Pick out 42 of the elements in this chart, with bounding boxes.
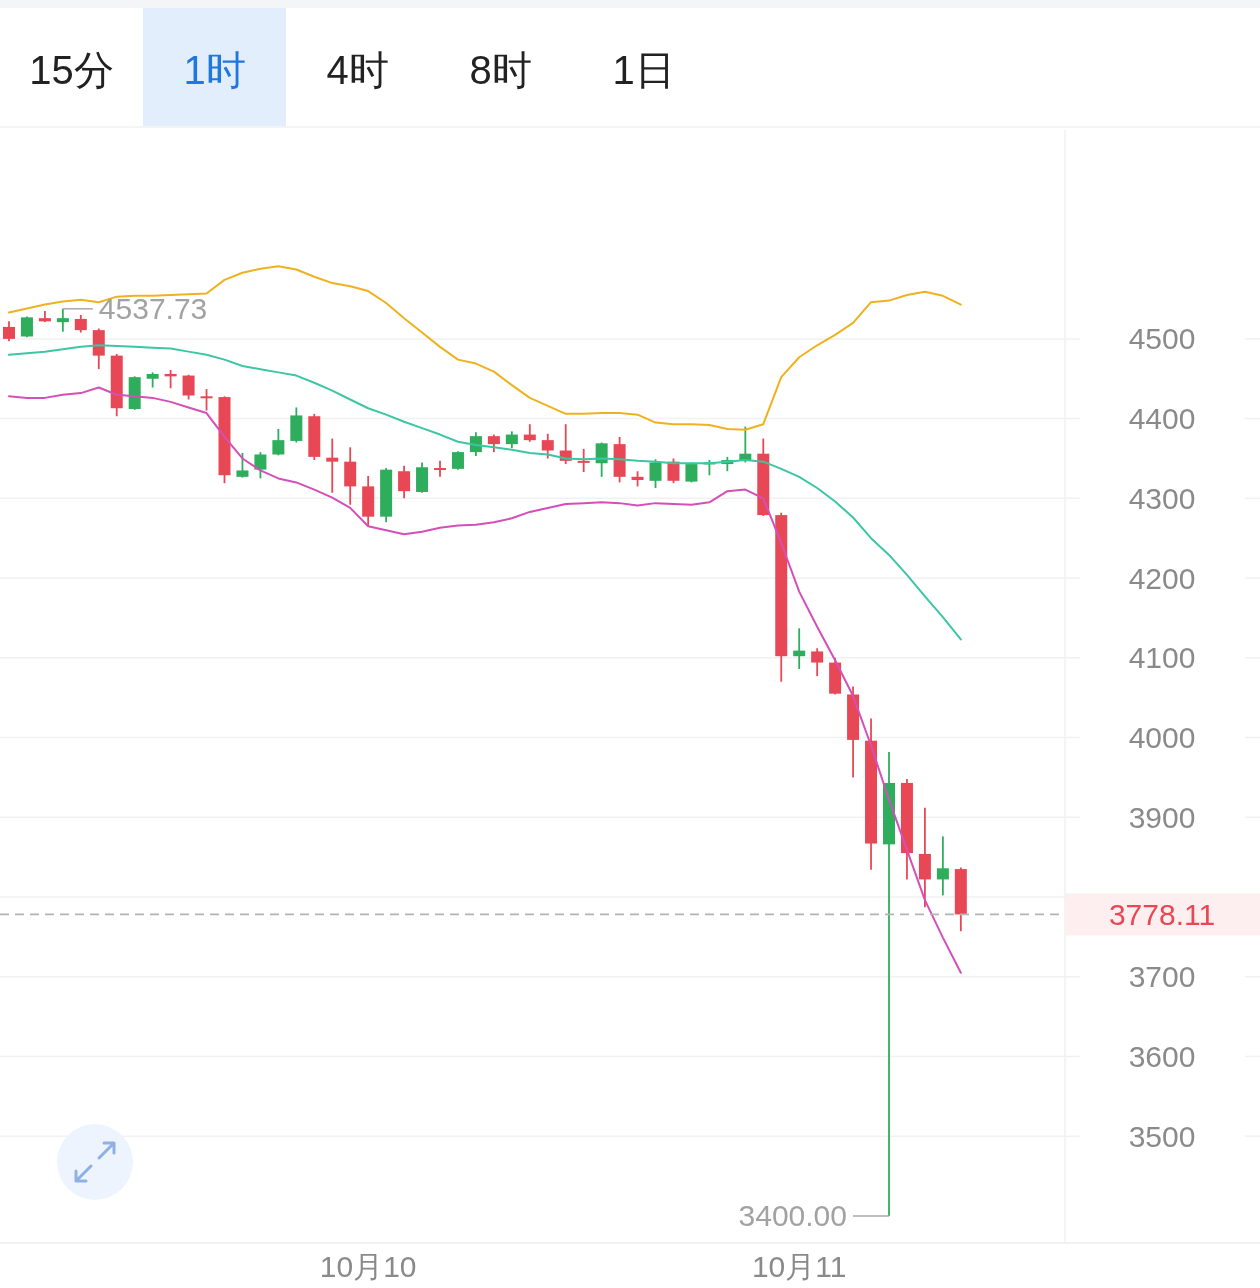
x-tick-label: 10月10 (319, 1249, 417, 1283)
candlestick (434, 459, 447, 478)
text: 15分 (29, 48, 114, 92)
candlestick (236, 452, 249, 479)
x-tick-label: 10月11 (751, 1249, 847, 1283)
y-tick-label: 3900 (1128, 800, 1196, 834)
candlestick (272, 428, 285, 457)
selected-tab: 1时 (143, 8, 286, 126)
candlestick (541, 432, 554, 460)
y-tick-label: 4500 (1128, 322, 1196, 356)
y-tick-label: 4300 (1128, 481, 1196, 515)
candlestick (398, 464, 411, 500)
y-tick-label: 4400 (1128, 402, 1196, 436)
candlestick (56, 307, 69, 333)
y-tick-label: 3700 (1128, 960, 1196, 994)
candlestick (811, 647, 824, 678)
y-tick-label: 4000 (1128, 721, 1196, 755)
line-series (7, 344, 962, 641)
candlestick (451, 450, 464, 471)
candlestick (936, 835, 949, 897)
candlestick (793, 627, 806, 670)
candlestick (200, 388, 213, 412)
ref-line-label: 3778.11 (1108, 897, 1216, 931)
candlestick (2, 320, 15, 343)
line-series (7, 265, 962, 431)
line-series (7, 386, 962, 974)
y-tick-label: 3600 (1128, 1039, 1196, 1073)
candlestick (254, 451, 267, 480)
text: 4时 (326, 48, 389, 92)
candlestick (182, 373, 195, 401)
text: 1日 (612, 48, 675, 92)
y-tick-label: 3500 (1128, 1119, 1196, 1153)
text: 8时 (469, 48, 532, 92)
candlestick (595, 441, 608, 478)
y-tick-label: 4200 (1128, 561, 1196, 595)
candlestick (577, 448, 590, 473)
candlestick (326, 437, 339, 494)
y-tick-label: 4100 (1128, 641, 1196, 675)
candlestick (649, 458, 662, 489)
annotation: 3400.00 (738, 1199, 847, 1233)
price-tag: 3778.11 (1066, 893, 1260, 936)
annotation: 4537.73 (98, 292, 208, 326)
